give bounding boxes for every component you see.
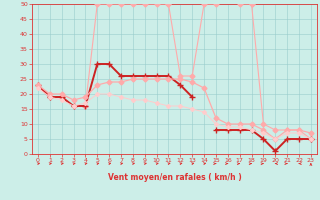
- X-axis label: Vent moyen/en rafales ( km/h ): Vent moyen/en rafales ( km/h ): [108, 173, 241, 182]
